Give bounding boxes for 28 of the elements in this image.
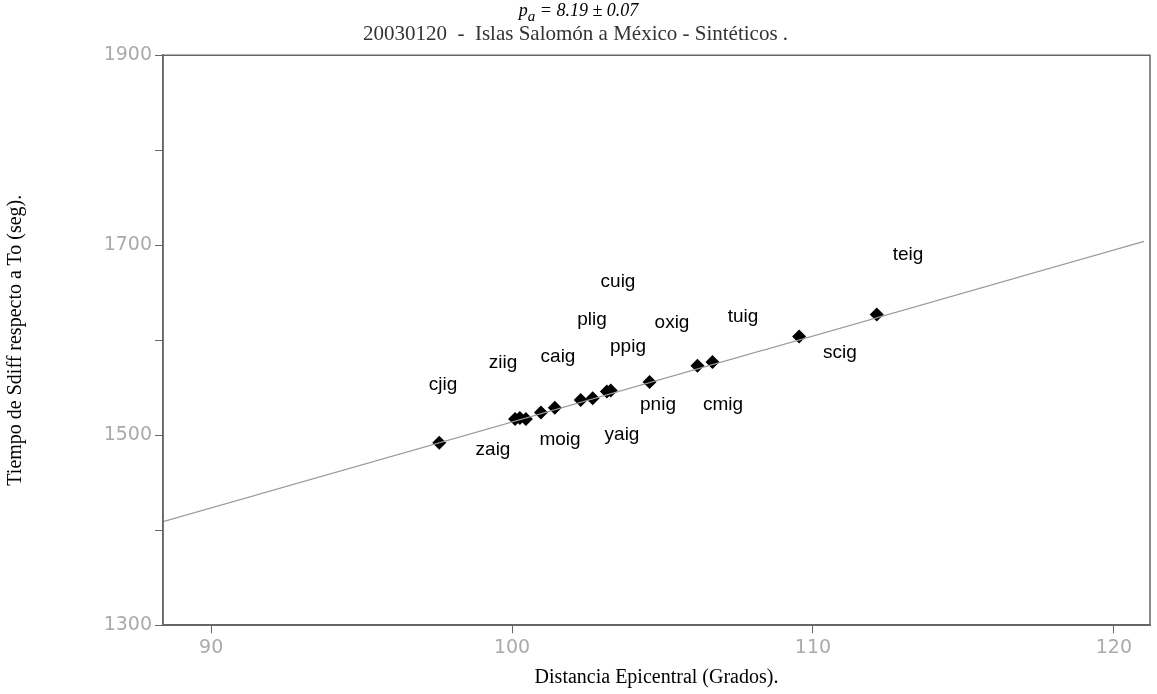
- annotation: caig: [540, 345, 576, 367]
- annotation: plig: [577, 308, 607, 330]
- annotation: pnig: [640, 393, 676, 415]
- annotation: cuig: [600, 270, 636, 292]
- annotation: oxig: [654, 311, 690, 333]
- annotation: cjig: [428, 373, 458, 395]
- annotation: ziig: [488, 351, 518, 373]
- x-tick-label: 100: [493, 634, 531, 657]
- text: p$_{a}$ = 8.19 ± 0.07: [518, 0, 639, 24]
- x-tick-label: 120: [1095, 634, 1133, 657]
- y-tick-label: 1700: [103, 232, 152, 255]
- annotation: tuig: [727, 305, 759, 327]
- x-axis-title: Distancia Epicentral (Grados).: [534, 665, 779, 689]
- annotation: cmig: [702, 393, 744, 415]
- y-tick-label: 1900: [103, 42, 152, 65]
- x-tick-label: 110: [794, 634, 832, 657]
- annotation: zaig: [475, 438, 511, 460]
- y-tick-label: 1500: [103, 422, 152, 445]
- annotation: scig: [823, 341, 857, 363]
- y-tick-label: 1300: [103, 612, 152, 635]
- point: [792, 329, 807, 344]
- annotation: teig: [892, 243, 924, 265]
- annotation: moig: [539, 428, 581, 450]
- annotation: ppig: [610, 335, 646, 357]
- annotation: yaig: [604, 423, 640, 445]
- x-tick-label: 90: [199, 634, 224, 657]
- chart-title: 20030120 - Islas Salomón a México - Sintéticos .: [362, 21, 789, 46]
- y-axis-title: Tiempo de Sdiff respecto a To (seg).: [3, 194, 27, 486]
